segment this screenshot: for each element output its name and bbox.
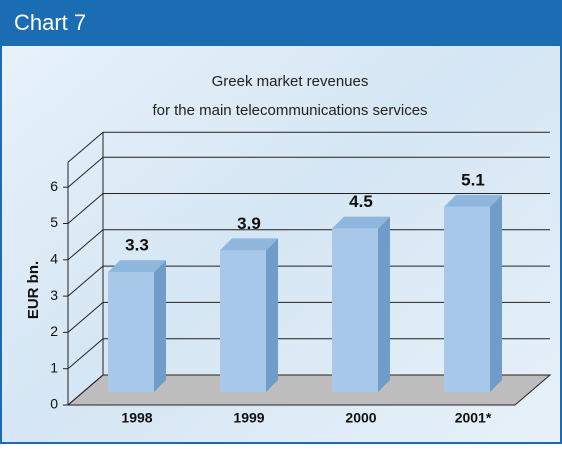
value-label: 3.9 <box>237 214 261 233</box>
bar-side <box>378 217 390 392</box>
page: {"header": "Chart 7", "chart_data": {"ty… <box>0 0 562 449</box>
header-title: Chart 7 <box>14 10 86 35</box>
bar <box>444 207 490 392</box>
y-axis-label: EUR bn. <box>25 261 42 319</box>
bar <box>332 229 378 392</box>
y-tick-label: 4 <box>50 251 58 267</box>
x-tick-label: 1998 <box>121 410 152 426</box>
y-tick-label: 0 <box>50 396 58 412</box>
chart-subtitle: for the main telecommunications services <box>152 102 427 119</box>
x-tick-label: 2001* <box>455 410 492 426</box>
bar <box>220 250 266 392</box>
y-tick-label: 2 <box>50 323 58 339</box>
bar <box>108 272 154 392</box>
y-tick-label: 6 <box>50 178 58 194</box>
value-label: 4.5 <box>349 192 373 211</box>
bar-side <box>490 195 502 392</box>
value-label: 5.1 <box>461 170 485 189</box>
bar-side <box>154 260 166 392</box>
x-tick-label: 2000 <box>345 410 376 426</box>
y-tick-label: 1 <box>50 359 58 375</box>
x-tick-label: 1999 <box>233 410 264 426</box>
chart-title: Greek market revenues <box>212 73 369 90</box>
y-tick-label: 5 <box>50 214 58 230</box>
chart: Chart 7 Greek market revenues for the ma… <box>0 0 562 444</box>
y-tick-label: 3 <box>50 287 58 303</box>
value-label: 3.3 <box>125 236 149 255</box>
bar-side <box>266 238 278 392</box>
